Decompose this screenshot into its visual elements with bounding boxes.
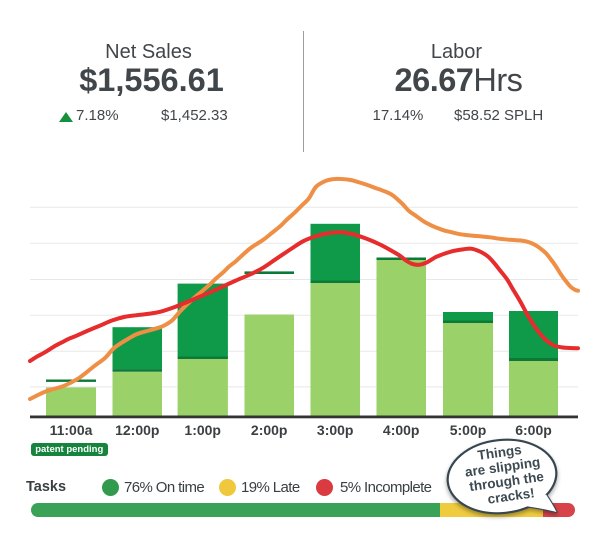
svg-text:12:00p: 12:00p: [115, 422, 159, 438]
svg-text:4:00p: 4:00p: [383, 422, 420, 438]
svg-text:2:00p: 2:00p: [251, 422, 288, 438]
svg-text:5:00p: 5:00p: [450, 422, 487, 438]
svg-text:3:00p: 3:00p: [317, 422, 354, 438]
svg-text:cracks!: cracks!: [487, 485, 536, 506]
svg-text:Things: Things: [477, 442, 523, 463]
svg-text:1:00p: 1:00p: [184, 422, 221, 438]
svg-text:11:00a: 11:00a: [50, 422, 93, 438]
svg-text:6:00p: 6:00p: [515, 422, 552, 438]
